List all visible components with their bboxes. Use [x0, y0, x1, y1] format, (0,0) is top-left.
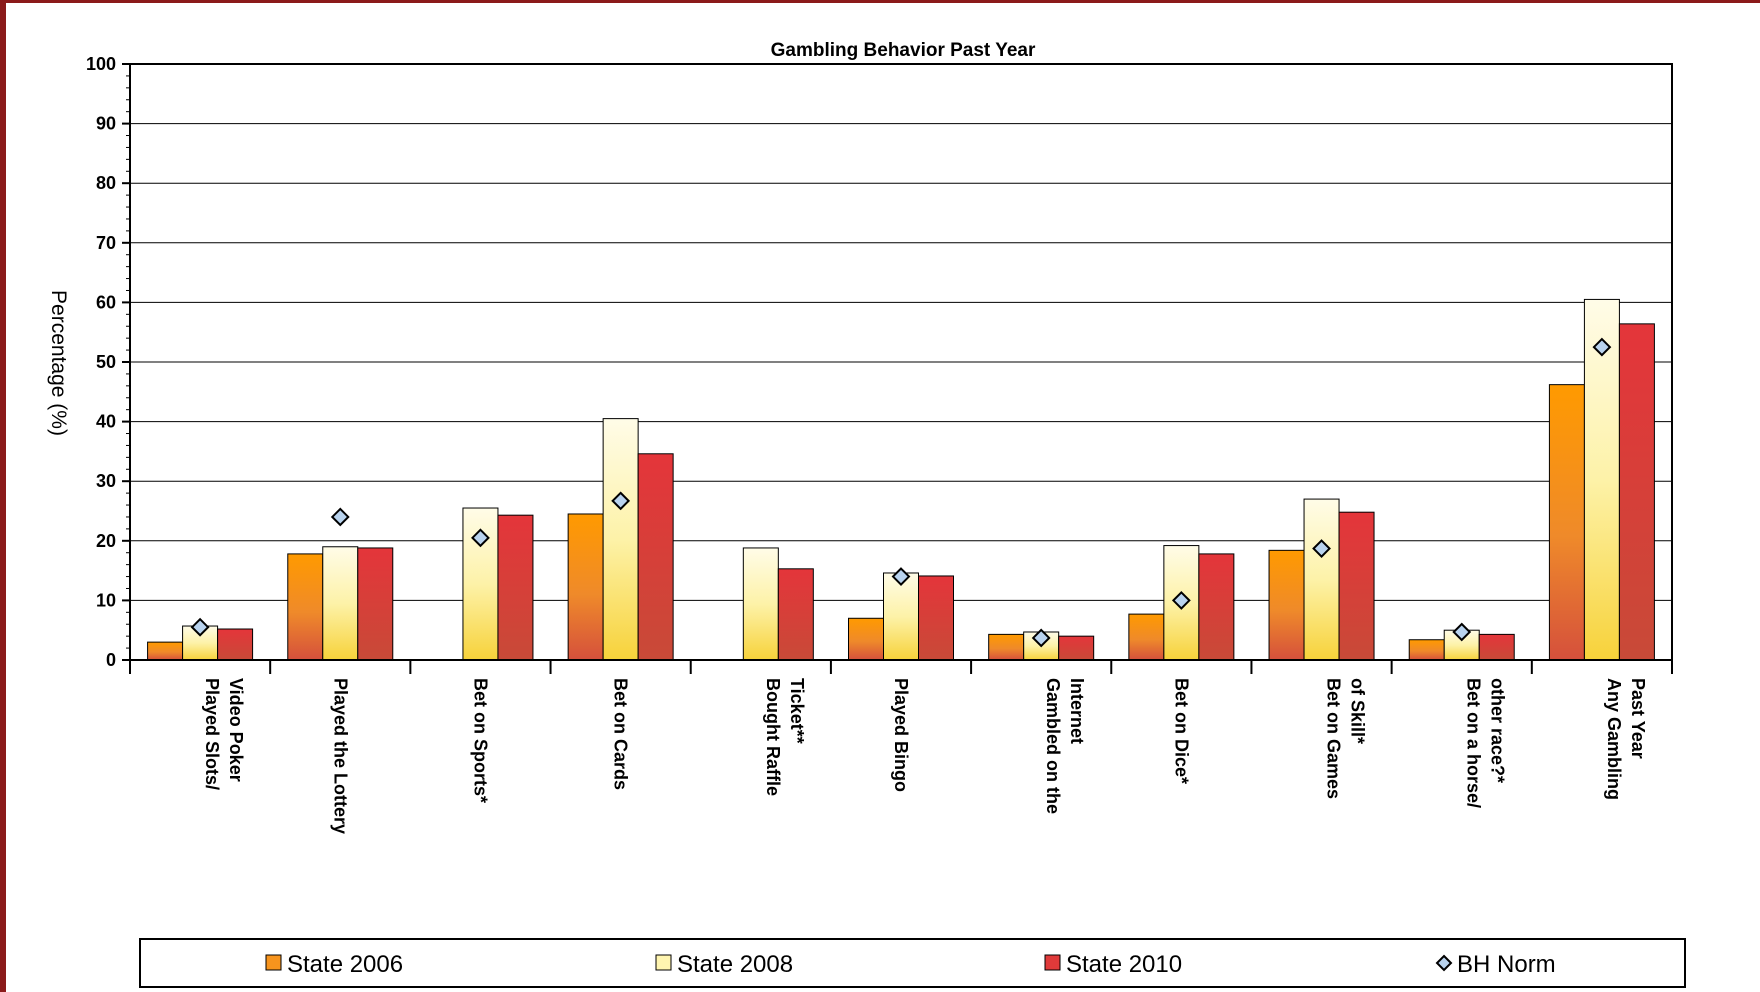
page-top-border: [0, 0, 1760, 3]
legend-label: BH Norm: [1457, 951, 1556, 978]
category-label: Bet on Games of Skill*: [1324, 678, 1368, 799]
bar-state-2008: [1583, 298, 1620, 661]
bar-state-2010: [1618, 323, 1655, 661]
bar-state-2006: [848, 617, 884, 661]
category-label-line: Any Gambling: [1604, 678, 1624, 800]
category-label-line: Bet on Sports*: [470, 678, 490, 803]
bar-state-2010: [1478, 633, 1515, 661]
bar-state-2010: [1058, 635, 1095, 661]
category-label: Played Slots/Video Poker: [202, 678, 246, 790]
category-label-line: Played Bingo: [891, 678, 911, 792]
category-label: Played Bingo: [891, 678, 911, 792]
category-label: Bet on a horse/other race?*: [1464, 678, 1508, 808]
bar-state-2006: [1408, 639, 1445, 661]
y-tick-label: 40: [96, 412, 116, 432]
bar-state-2006: [147, 641, 184, 661]
y-tick-label: 50: [96, 352, 116, 372]
bar-state-2006: [567, 513, 604, 661]
category-label: Played the Lottery: [330, 678, 350, 834]
category-label-line: Bet on a horse/: [1464, 678, 1484, 808]
y-tick-label: 80: [96, 173, 116, 193]
y-tick-label: 20: [96, 531, 116, 551]
plot-area-border: [129, 63, 1673, 661]
bar-state-2010: [1338, 511, 1375, 661]
bh-norm-marker: [1452, 622, 1472, 642]
bar-state-2010: [637, 453, 674, 661]
bar-state-2006: [988, 633, 1025, 661]
bar-state-2006: [1548, 384, 1585, 661]
bar-state-2010: [1198, 553, 1235, 661]
category-label: Bet on Cards: [611, 678, 631, 790]
category-label: Any Gambling Past Year: [1604, 678, 1648, 800]
category-label-line: Past Year: [1628, 678, 1648, 759]
category-label-line: of Skill*: [1348, 678, 1368, 744]
bar-state-2008: [883, 572, 919, 661]
category-label: Bought Raffle Ticket**: [763, 678, 807, 796]
legend-label: State 2010: [1066, 951, 1182, 978]
bar-state-2010: [357, 547, 394, 661]
bh-norm-marker: [190, 617, 210, 637]
category-label-line: Bet on Cards: [611, 678, 631, 790]
bar-state-2010: [217, 628, 254, 661]
axes: [122, 63, 1673, 674]
category-label-line: Video Poker: [226, 678, 246, 782]
bars: [147, 298, 1655, 661]
category-label: Bet on Dice*: [1171, 678, 1191, 784]
legend-swatch: [265, 954, 282, 971]
bh-norm-marker: [891, 567, 911, 586]
category-label: Gambled on the Internet: [1043, 678, 1087, 814]
bh-norm-marker: [1171, 590, 1191, 610]
bar-state-2006: [1128, 613, 1165, 661]
bh-norm-marker: [1031, 628, 1051, 648]
category-label-line: Bet on Games: [1324, 678, 1344, 799]
page-left-border: [0, 0, 6, 992]
chart-title: Gambling Behavior Past Year: [771, 40, 1036, 61]
bh-norm-marker: [611, 491, 631, 511]
bar-state-2006: [1268, 549, 1305, 661]
y-tick-label: 100: [86, 54, 116, 74]
category-label-line: Internet: [1067, 678, 1087, 744]
category-label-line: other race?*: [1488, 678, 1508, 783]
legend-swatch: [1044, 954, 1061, 971]
bh-norm-markers: [190, 337, 1612, 648]
bar-state-2010: [497, 514, 534, 661]
y-tick-label: 70: [96, 233, 116, 253]
y-tick-label: 10: [96, 590, 116, 610]
category-label-line: Bought Raffle: [763, 678, 783, 796]
legend-label: State 2008: [677, 951, 793, 978]
bar-state-2008: [1303, 498, 1340, 661]
y-tick-label: 60: [96, 292, 116, 312]
legend-marker: [1435, 954, 1453, 972]
legend-swatch: [655, 954, 672, 971]
category-label-line: Bet on Dice*: [1171, 678, 1191, 784]
category-label-line: Played the Lottery: [330, 678, 350, 834]
bar-state-2010: [777, 568, 814, 661]
y-axis-title: Percentage (%): [47, 290, 70, 436]
category-label-line: Ticket**: [787, 678, 807, 744]
bar-state-2008: [742, 547, 779, 661]
y-tick-label: 0: [106, 650, 116, 670]
bh-norm-marker: [1312, 539, 1331, 558]
bar-state-2010: [918, 575, 954, 661]
category-label: Bet on Sports*: [470, 678, 490, 803]
bh-norm-marker: [471, 528, 490, 548]
bar-state-2006: [287, 553, 324, 661]
bar-state-2008: [322, 546, 359, 661]
bar-state-2008: [602, 418, 639, 661]
bh-norm-marker: [330, 507, 350, 527]
legend: State 2006 State 2008 State 2010 BH Norm: [139, 938, 1686, 988]
y-tick-labels: 0 10 20 30 40 50 60 70 80 90 100: [86, 54, 116, 670]
bh-norm-marker: [1592, 337, 1612, 357]
gridlines: [130, 63, 1672, 601]
category-label-line: Gambled on the: [1043, 678, 1063, 814]
category-labels: Played Slots/Video Poker Played the Lotte…: [202, 678, 1648, 834]
legend-label: State 2006: [287, 951, 403, 978]
y-tick-label: 30: [96, 471, 116, 491]
legend-box: [139, 938, 1686, 988]
y-tick-label: 90: [96, 114, 116, 134]
category-label-line: Played Slots/: [202, 678, 222, 790]
